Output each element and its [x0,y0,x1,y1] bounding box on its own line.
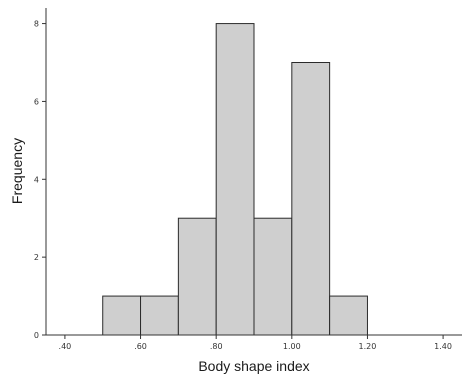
histogram-bar-6 [291,62,331,336]
x-tick-label-0: .40 [59,342,72,351]
histogram-bar-1 [102,295,142,336]
y-tick-label-2: 4 [34,175,39,184]
y-tick-label-1: 2 [34,253,39,262]
x-axis-title: Body shape index [198,358,309,374]
y-axis-ticks: 0 2 4 6 8 [34,20,46,340]
histogram-bar-4 [215,23,255,336]
x-tick-label-3: 1.00 [283,342,301,351]
x-tick-label-4: 1.20 [359,342,377,351]
x-tick-label-2: .80 [210,342,223,351]
histogram-bar-5 [253,217,293,336]
histogram-bars [102,23,368,336]
x-axis-ticks: .40 .60 .80 1.00 1.20 1.40 [59,335,452,351]
y-tick-label-4: 8 [34,20,39,29]
x-tick-label-1: .60 [134,342,147,351]
y-axis-title: Frequency [9,138,25,204]
x-tick-label-5: 1.40 [434,342,452,351]
y-tick-label-3: 6 [34,97,39,106]
y-tick-label-0: 0 [34,331,39,340]
histogram-bar-7 [329,295,368,336]
histogram-bar-3 [177,217,217,336]
histogram-bar-2 [140,295,179,336]
